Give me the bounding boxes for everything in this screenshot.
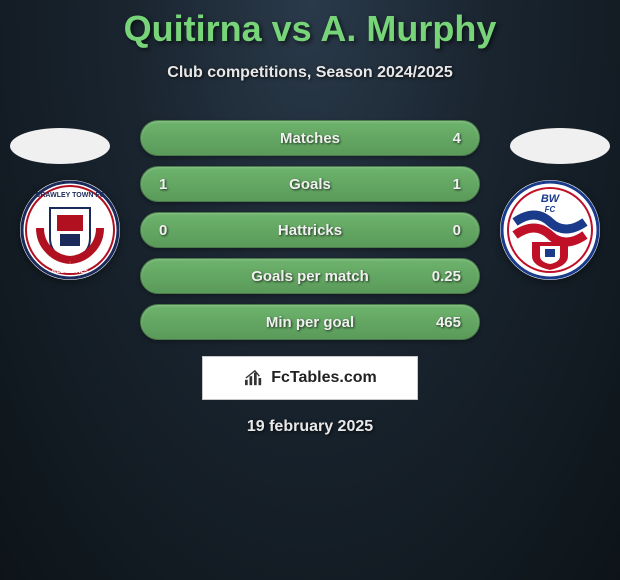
stat-value-right: 1 — [431, 176, 461, 193]
bolton-wanderers-badge-icon: BW FC — [500, 180, 600, 280]
player1-photo-placeholder — [10, 128, 110, 164]
svg-text:CRAWLEY TOWN FC: CRAWLEY TOWN FC — [35, 192, 104, 199]
stat-value-right: 0.25 — [431, 268, 461, 285]
club-badge-left: CRAWLEY TOWN FC RED DEVILS — [20, 180, 120, 280]
content-area: CRAWLEY TOWN FC RED DEVILS BW FC Matches… — [0, 120, 620, 436]
stat-label: Goals per match — [251, 268, 369, 285]
stat-value-right: 465 — [431, 314, 461, 331]
chart-icon — [243, 369, 265, 387]
svg-text:FC: FC — [545, 205, 556, 214]
svg-text:BW: BW — [541, 193, 561, 205]
stat-label: Min per goal — [266, 314, 354, 331]
stat-row: Min per goal 465 — [140, 304, 480, 340]
subtitle: Club competitions, Season 2024/2025 — [0, 64, 620, 82]
vs-text: vs — [272, 8, 312, 49]
stat-value-left: 1 — [159, 176, 189, 193]
stat-row: 0 Hattricks 0 — [140, 212, 480, 248]
brand-link[interactable]: FcTables.com — [202, 356, 418, 400]
stat-row: Goals per match 0.25 — [140, 258, 480, 294]
stat-label: Goals — [289, 176, 331, 193]
crawley-town-badge-icon: CRAWLEY TOWN FC RED DEVILS — [20, 180, 120, 280]
player1-name: Quitirna — [124, 8, 262, 49]
stat-row: 1 Goals 1 — [140, 166, 480, 202]
player2-photo-placeholder — [510, 128, 610, 164]
stat-label: Matches — [280, 130, 340, 147]
stat-value-right: 0 — [431, 222, 461, 239]
comparison-title: Quitirna vs A. Murphy — [0, 0, 620, 50]
date-text: 19 february 2025 — [0, 418, 620, 436]
stat-label: Hattricks — [278, 222, 342, 239]
brand-text: FcTables.com — [271, 369, 377, 387]
club-badge-right: BW FC — [500, 180, 600, 280]
stat-value-left: 0 — [159, 222, 189, 239]
svg-text:RED DEVILS: RED DEVILS — [52, 269, 88, 275]
stats-rows: Matches 4 1 Goals 1 0 Hattricks 0 Goals … — [140, 120, 480, 340]
stat-value-right: 4 — [431, 130, 461, 147]
stat-row: Matches 4 — [140, 120, 480, 156]
player2-name: A. Murphy — [320, 8, 496, 49]
